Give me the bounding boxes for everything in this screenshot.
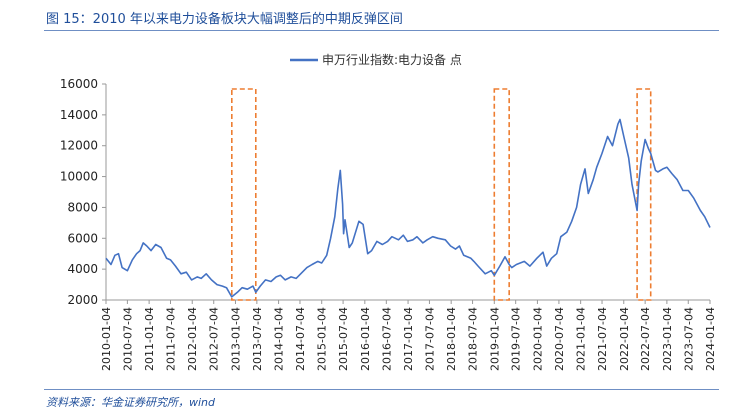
x-tick-label: 2011-01-04	[143, 307, 156, 371]
series-line	[105, 118, 711, 298]
x-tick-label: 2023-07-04	[682, 307, 695, 371]
x-tick-label: 2021-07-04	[596, 307, 609, 371]
x-tick-label: 2018-07-04	[467, 307, 480, 371]
y-tick-label: 12000	[60, 139, 98, 153]
source-note: 资料来源：华金证券研究所，wind	[46, 396, 216, 409]
x-tick-label: 2019-01-04	[488, 307, 501, 371]
y-tick-label: 4000	[67, 262, 98, 276]
highlight-box	[636, 88, 652, 301]
y-axis: 2000 4000 6000 8000 10000 12000 14000 16000	[60, 77, 107, 307]
x-tick-label: 2012-07-04	[208, 307, 221, 371]
rebound-highlights	[231, 88, 652, 301]
highlight-box	[493, 88, 510, 301]
x-tick-label: 2017-01-04	[402, 307, 415, 371]
x-tick-label: 2010-01-04	[100, 307, 113, 371]
footer-divider	[44, 389, 719, 390]
x-tick-label: 2010-07-04	[121, 307, 134, 371]
legend: 申万行业指数:电力设备 点	[290, 52, 462, 67]
x-axis: 2010-01-04 2010-07-04 2011-01-04 2011-07-04…	[100, 299, 717, 371]
x-tick-label: 2024-01-04	[704, 307, 717, 371]
x-tick-label: 2020-07-04	[553, 307, 566, 371]
x-tick-label: 2020-01-04	[531, 307, 544, 371]
x-tick-label: 2016-07-04	[380, 307, 393, 371]
x-tick-label: 2014-07-04	[294, 307, 307, 371]
x-tick-label: 2016-01-04	[359, 307, 372, 371]
title-divider	[44, 30, 719, 31]
x-tick-label: 2014-01-04	[273, 307, 286, 371]
x-tick-label: 2021-01-04	[575, 307, 588, 371]
x-tick-label: 2011-07-04	[164, 307, 177, 371]
x-tick-label: 2013-01-04	[229, 307, 242, 371]
x-tick-label: 2018-01-04	[445, 307, 458, 371]
figure-title: 图 15：2010 年以来电力设备板块大幅调整后的中期反弹区间	[46, 12, 403, 27]
x-tick-label: 2022-07-04	[639, 307, 652, 371]
x-tick-label: 2015-01-04	[316, 307, 329, 371]
y-tick-label: 6000	[67, 231, 98, 245]
y-tick-label: 16000	[60, 77, 98, 91]
y-tick-label: 10000	[60, 170, 98, 184]
x-tick-label: 2022-01-04	[618, 307, 631, 371]
x-tick-label: 2012-01-04	[186, 307, 199, 371]
y-tick-label: 14000	[60, 108, 98, 122]
x-tick-label: 2013-07-04	[251, 307, 264, 371]
series-layer	[105, 118, 711, 298]
x-tick-label: 2015-07-04	[337, 307, 350, 371]
x-tick-label: 2023-01-04	[661, 307, 674, 371]
x-tick-label: 2017-07-04	[423, 307, 436, 371]
highlight-box	[231, 88, 257, 301]
legend-label: 申万行业指数:电力设备 点	[322, 52, 462, 67]
x-tick-label: 2019-07-04	[510, 307, 523, 371]
y-tick-label: 8000	[67, 200, 98, 214]
y-tick-label: 2000	[67, 293, 98, 307]
